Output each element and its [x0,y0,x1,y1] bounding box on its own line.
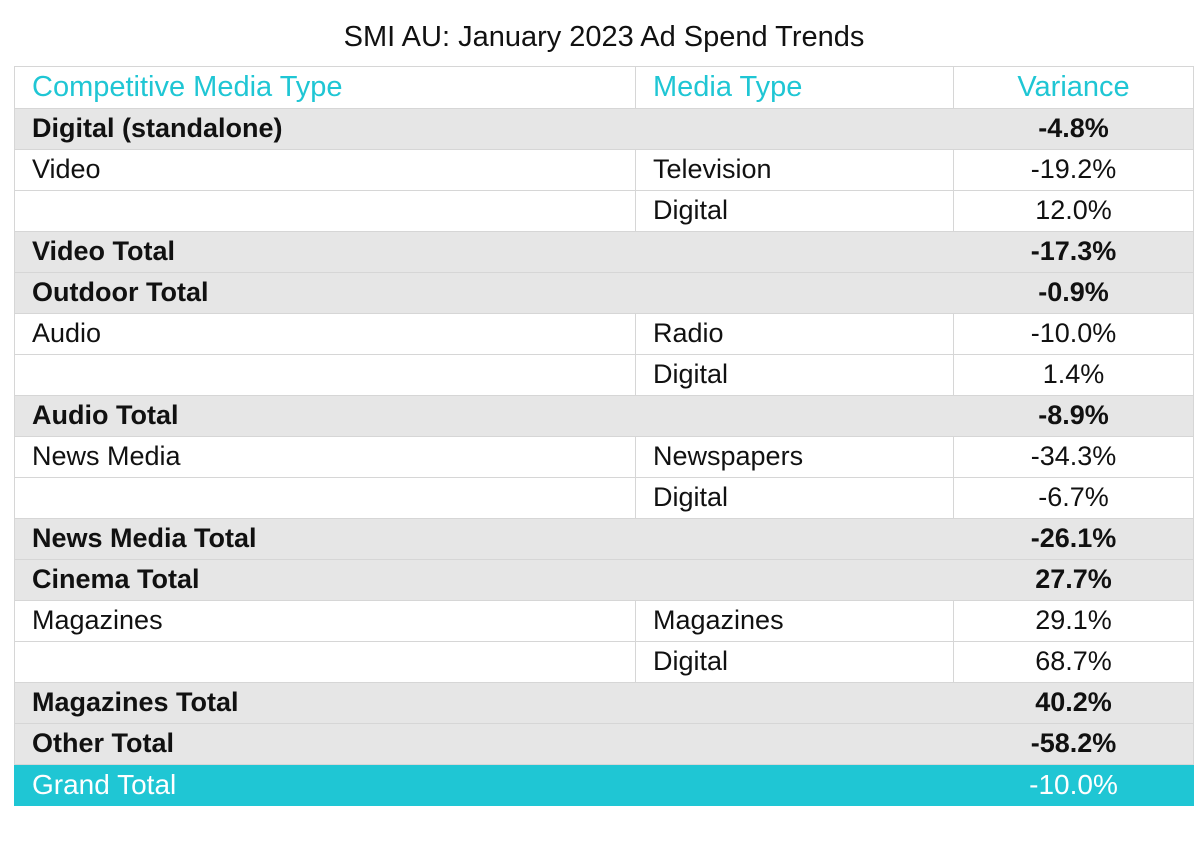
cell-media-type: Newspapers [635,435,954,478]
cell-total-label: Grand Total [14,763,954,806]
cell-variance: -19.2% [952,148,1195,191]
cell-variance: -10.0% [952,312,1195,355]
cell-competitive-media-type [14,189,636,232]
table-row: Digital 1.4% [14,353,1195,396]
total-row: Other Total -58.2% [14,722,1195,765]
cell-total-label: Audio Total [14,394,954,437]
title-row: SMI AU: January 2023 Ad Spend Trends [14,10,1194,67]
cell-variance: 40.2% [952,681,1195,724]
total-row: Outdoor Total -0.9% [14,271,1195,314]
cell-media-type: Radio [635,312,954,355]
table-row: Digital 68.7% [14,640,1195,683]
cell-media-type: Digital [635,476,954,519]
table-row: News Media Newspapers -34.3% [14,435,1195,478]
total-row: Digital (standalone) -4.8% [14,107,1195,150]
grand-total-row: Grand Total -10.0% [14,763,1195,806]
cell-total-label: News Media Total [14,517,954,560]
header-row: Competitive Media Type Media Type Varian… [14,65,1195,109]
cell-variance: -34.3% [952,435,1195,478]
cell-competitive-media-type: News Media [14,435,636,478]
cell-media-type: Digital [635,353,954,396]
total-row: Magazines Total 40.2% [14,681,1195,724]
cell-total-label: Video Total [14,230,954,273]
header-variance: Variance [952,65,1195,109]
cell-variance: -0.9% [952,271,1195,314]
table-row: Digital 12.0% [14,189,1195,232]
cell-competitive-media-type [14,640,636,683]
cell-variance: 68.7% [952,640,1195,683]
ad-spend-table: SMI AU: January 2023 Ad Spend Trends Com… [14,10,1195,806]
cell-media-type: Digital [635,189,954,232]
cell-variance: -26.1% [952,517,1195,560]
cell-variance: -10.0% [952,763,1195,806]
table-body: SMI AU: January 2023 Ad Spend Trends Com… [14,10,1195,806]
cell-variance: -4.8% [952,107,1195,150]
cell-total-label: Magazines Total [14,681,954,724]
cell-competitive-media-type: Audio [14,312,636,355]
cell-competitive-media-type [14,476,636,519]
table-row: Video Television -19.2% [14,148,1195,191]
cell-media-type: Magazines [635,599,954,642]
cell-competitive-media-type: Video [14,148,636,191]
cell-variance: 12.0% [952,189,1195,232]
header-media-type: Media Type [635,65,954,109]
cell-variance: -6.7% [952,476,1195,519]
cell-competitive-media-type [14,353,636,396]
cell-total-label: Cinema Total [14,558,954,601]
cell-variance: -17.3% [952,230,1195,273]
cell-total-label: Other Total [14,722,954,765]
total-row: Video Total -17.3% [14,230,1195,273]
header-competitive-media-type: Competitive Media Type [14,65,636,109]
cell-competitive-media-type: Magazines [14,599,636,642]
cell-variance: -8.9% [952,394,1195,437]
cell-variance: 27.7% [952,558,1195,601]
cell-total-label: Digital (standalone) [14,107,954,150]
cell-media-type: Television [635,148,954,191]
cell-variance: -58.2% [952,722,1195,765]
cell-media-type: Digital [635,640,954,683]
table-row: Digital -6.7% [14,476,1195,519]
table-row: Audio Radio -10.0% [14,312,1195,355]
table-title: SMI AU: January 2023 Ad Spend Trends [14,10,1194,67]
total-row: Audio Total -8.9% [14,394,1195,437]
total-row: Cinema Total 27.7% [14,558,1195,601]
cell-total-label: Outdoor Total [14,271,954,314]
cell-variance: 29.1% [952,599,1195,642]
total-row: News Media Total -26.1% [14,517,1195,560]
table-row: Magazines Magazines 29.1% [14,599,1195,642]
cell-variance: 1.4% [952,353,1195,396]
